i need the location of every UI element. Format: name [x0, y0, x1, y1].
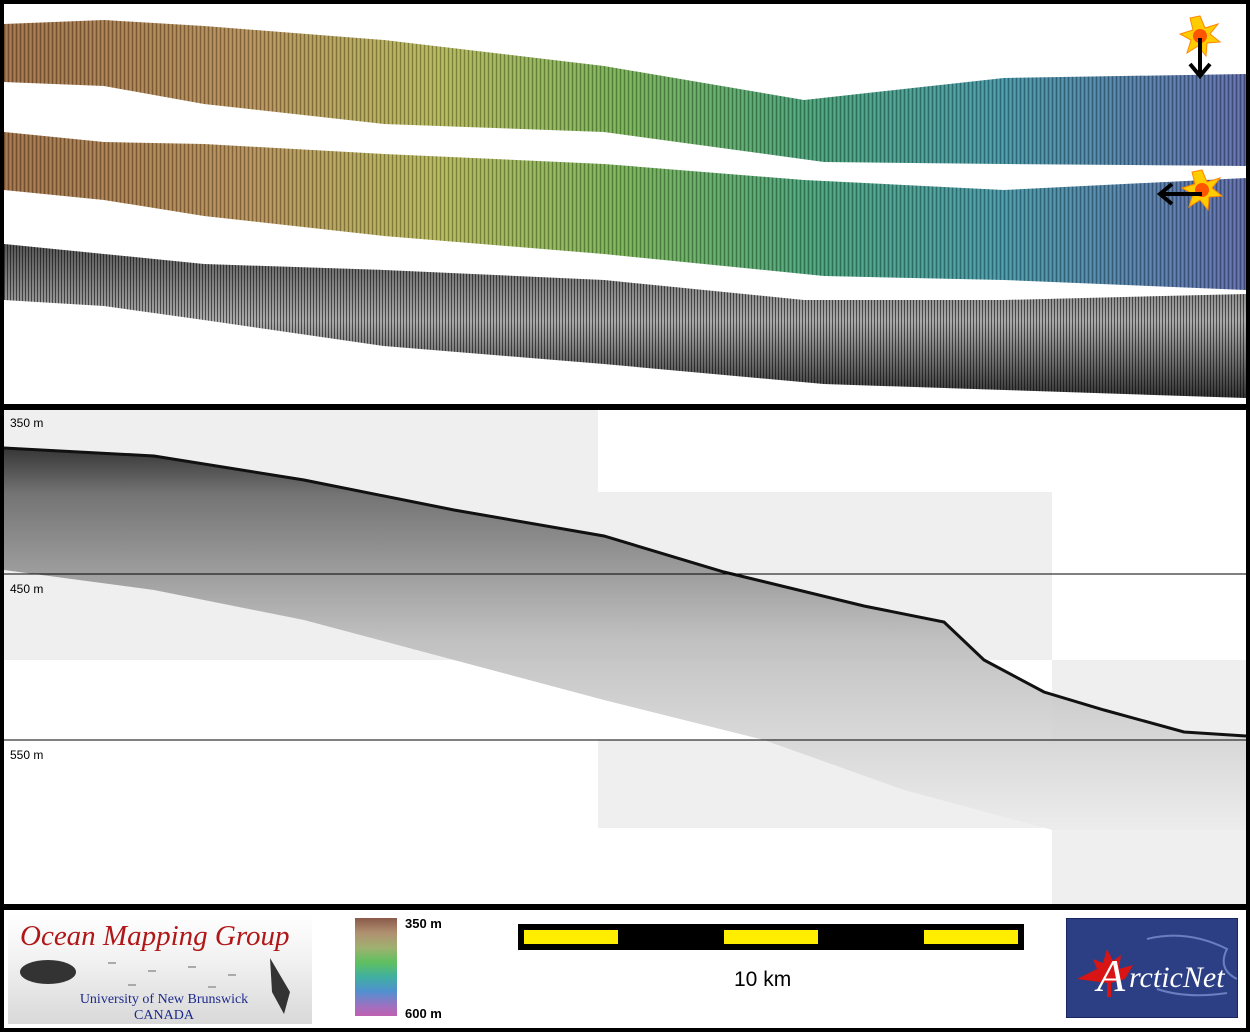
scale-label: 10 km [734, 968, 792, 991]
arcticnet-logo: A rcticNet [1066, 918, 1238, 1018]
depth-label-550: 550 m [10, 748, 44, 762]
ocean-mapping-group-logo: Ocean Mapping Group University of New Br… [8, 914, 312, 1024]
bathymetry-strip-2 [4, 132, 1246, 290]
colorbar-top-label: 350 m [405, 916, 442, 931]
depth-label-350: 350 m [10, 416, 44, 430]
footer-panel: Ocean Mapping Group University of New Br… [4, 910, 1246, 1028]
omg-country: CANADA [134, 1008, 194, 1023]
depth-label-450: 450 m [10, 582, 44, 596]
subbottom-profile-panel: 350 m 450 m 550 m [4, 410, 1246, 904]
profile-section [4, 410, 1246, 904]
scale-segment [924, 930, 1018, 944]
sun-illumination-icon [1180, 169, 1224, 212]
multibeam-strips [4, 15, 1246, 398]
arcticnet-initial: A [1097, 950, 1126, 1001]
scale-bar [518, 924, 1024, 950]
bathymetry-strip-1 [4, 20, 1246, 166]
scale-segment [524, 930, 618, 944]
scale-segment [724, 930, 818, 944]
backscatter-strip [4, 244, 1246, 398]
multibeam-map-panel [4, 4, 1246, 404]
arcticnet-wordmark: rcticNet [1129, 961, 1225, 994]
omg-university: University of New Brunswick [79, 992, 249, 1007]
colorbar-bottom-label: 600 m [405, 1006, 442, 1021]
maple-leaf-icon [1077, 934, 1237, 997]
seafloor-profile [4, 448, 1246, 830]
arrow-down-icon [1188, 38, 1212, 80]
arrow-left-icon [1156, 182, 1202, 206]
omg-title: Ocean Mapping Group [20, 920, 290, 952]
seafloor-logo-icon [20, 958, 290, 1014]
depth-colorbar [355, 918, 397, 1016]
